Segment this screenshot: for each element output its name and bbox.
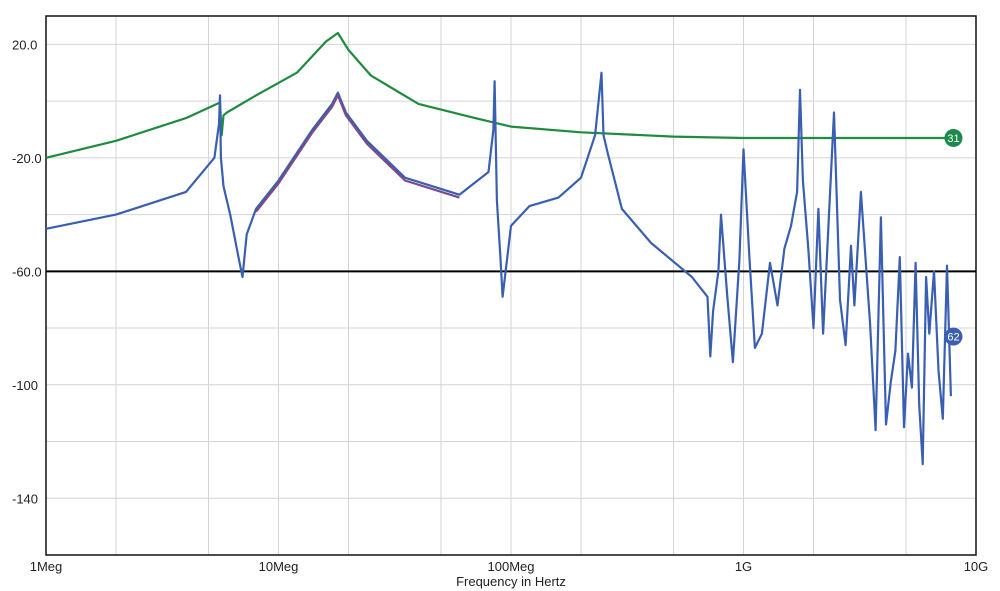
x-tick-label: 1Meg xyxy=(30,559,63,574)
grid-lines xyxy=(45,16,977,556)
y-tick-label: 20.0 xyxy=(12,37,37,52)
series-marker-2 xyxy=(944,327,963,346)
x-tick-label: 10Meg xyxy=(259,559,299,574)
series-marker-1 xyxy=(944,128,963,147)
x-tick-label: 100Meg xyxy=(488,559,535,574)
series-line-1 xyxy=(45,31,954,159)
y-tick-label: -20.0 xyxy=(12,151,42,166)
x-tick-label: 1G xyxy=(735,559,752,574)
y-axis-ticks: 20.0 -20.0 -60.0 -100 -140 xyxy=(12,37,42,506)
series-line-2 xyxy=(45,71,952,466)
x-axis-title: Frequency in Hertz xyxy=(456,574,566,589)
y-tick-label: -140 xyxy=(12,491,38,506)
series-group xyxy=(45,31,954,466)
y-tick-label: -100 xyxy=(12,378,38,393)
x-tick-label: 10G xyxy=(964,559,989,574)
y-tick-label: -60.0 xyxy=(12,264,42,279)
plot-frame xyxy=(45,15,977,556)
series-line-3 xyxy=(255,94,460,213)
series-marker-label: 62 xyxy=(947,332,959,344)
marker-group: 31 62 xyxy=(944,128,963,346)
x-axis-ticks: 1Meg 10Meg 100Meg 1G 10G xyxy=(30,559,989,574)
series-marker-label: 31 xyxy=(947,133,959,145)
